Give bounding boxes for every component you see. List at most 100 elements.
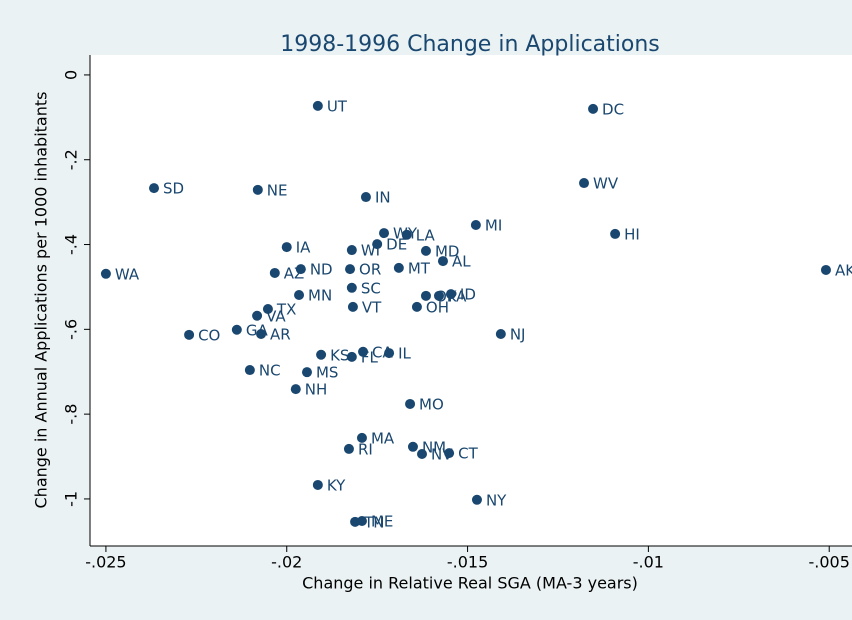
point bbox=[372, 239, 383, 250]
x-tick-label: -.01 bbox=[633, 553, 664, 572]
point-label: NJ bbox=[510, 325, 526, 343]
point bbox=[360, 192, 371, 203]
y-tick-label: -.2 bbox=[62, 149, 81, 170]
point bbox=[401, 229, 412, 240]
point bbox=[358, 346, 369, 357]
point bbox=[407, 441, 418, 452]
point bbox=[393, 262, 404, 273]
point-label: UT bbox=[327, 97, 348, 115]
point-label: ME bbox=[371, 512, 393, 530]
point bbox=[269, 267, 280, 278]
point-label: VT bbox=[362, 298, 382, 316]
point-label: MT bbox=[408, 259, 431, 277]
point bbox=[610, 228, 621, 239]
point-label: WA bbox=[115, 265, 140, 283]
point-label: DC bbox=[602, 100, 624, 118]
point bbox=[244, 365, 255, 376]
point bbox=[231, 324, 242, 335]
point bbox=[470, 220, 481, 231]
point-label: NM bbox=[422, 438, 446, 456]
point bbox=[294, 289, 305, 300]
point-label: AK bbox=[835, 261, 852, 279]
point-label: MO bbox=[419, 395, 444, 413]
point-label: MS bbox=[316, 364, 338, 382]
point bbox=[301, 367, 312, 378]
point-label: KS bbox=[330, 346, 349, 364]
point-label: WV bbox=[593, 175, 619, 193]
point-label: ID bbox=[460, 286, 476, 304]
point-label: NH bbox=[305, 381, 328, 399]
point-label: IL bbox=[398, 345, 411, 363]
point bbox=[588, 103, 599, 114]
y-axis-label: Change in Annual Applications per 1000 i… bbox=[32, 92, 51, 509]
point bbox=[356, 515, 367, 526]
point bbox=[437, 256, 448, 267]
point bbox=[356, 432, 367, 443]
point bbox=[579, 178, 590, 189]
point-label: OH bbox=[426, 298, 449, 316]
point bbox=[316, 349, 327, 360]
point-label: ND bbox=[310, 261, 333, 279]
x-tick-label: -.025 bbox=[85, 553, 126, 572]
point bbox=[420, 245, 431, 256]
point-label: SD bbox=[163, 180, 184, 198]
point-label: DE bbox=[386, 236, 407, 254]
point bbox=[252, 184, 263, 195]
point-label: TN bbox=[363, 513, 384, 531]
y-tick-label: 0 bbox=[62, 70, 81, 80]
point-label: AL bbox=[452, 253, 471, 271]
point bbox=[379, 228, 390, 239]
point bbox=[345, 264, 356, 275]
point-label: MN bbox=[308, 286, 332, 304]
point bbox=[100, 268, 111, 279]
point-label: NC bbox=[259, 362, 281, 380]
point bbox=[256, 328, 267, 339]
point bbox=[346, 351, 357, 362]
point bbox=[433, 290, 444, 301]
point bbox=[312, 100, 323, 111]
point-label: AR bbox=[270, 325, 291, 343]
point-label: CO bbox=[198, 326, 220, 344]
x-tick-label: -.02 bbox=[271, 553, 302, 572]
point bbox=[184, 329, 195, 340]
point bbox=[312, 479, 323, 490]
point bbox=[262, 303, 273, 314]
point bbox=[347, 301, 358, 312]
point-label: FL bbox=[361, 348, 379, 366]
point bbox=[820, 264, 831, 275]
point-label: IN bbox=[375, 189, 391, 207]
point bbox=[343, 443, 354, 454]
point bbox=[471, 494, 482, 505]
point-label: CT bbox=[458, 445, 478, 463]
point bbox=[346, 282, 357, 293]
point-label: TX bbox=[276, 300, 296, 318]
point-label: MA bbox=[371, 429, 395, 447]
x-tick-label: -.015 bbox=[447, 553, 488, 572]
point bbox=[346, 245, 357, 256]
y-tick-label: -.8 bbox=[62, 404, 81, 425]
point-label: MD bbox=[435, 242, 460, 260]
y-tick-label: -.4 bbox=[62, 234, 81, 255]
point-label: MI bbox=[485, 217, 502, 235]
plot-area bbox=[90, 55, 852, 546]
point bbox=[420, 290, 431, 301]
point-label: VA bbox=[266, 307, 286, 325]
point bbox=[495, 328, 506, 339]
point bbox=[295, 264, 306, 275]
point bbox=[149, 183, 160, 194]
point bbox=[405, 398, 416, 409]
chart-title: 1998-1996 Change in Applications bbox=[280, 32, 660, 57]
point bbox=[411, 301, 422, 312]
point-label: NE bbox=[267, 181, 288, 199]
point-label: IA bbox=[296, 239, 311, 257]
x-axis-label: Change in Relative Real SGA (MA-3 years) bbox=[302, 574, 638, 593]
y-tick-label: -1 bbox=[62, 491, 81, 507]
point bbox=[445, 289, 456, 300]
point-label: OR bbox=[359, 261, 381, 279]
point-label: RI bbox=[358, 440, 373, 458]
point bbox=[281, 242, 292, 253]
point-label: SC bbox=[361, 279, 381, 297]
point bbox=[290, 384, 301, 395]
point-label: LA bbox=[416, 226, 436, 244]
point-label: NY bbox=[486, 491, 507, 509]
